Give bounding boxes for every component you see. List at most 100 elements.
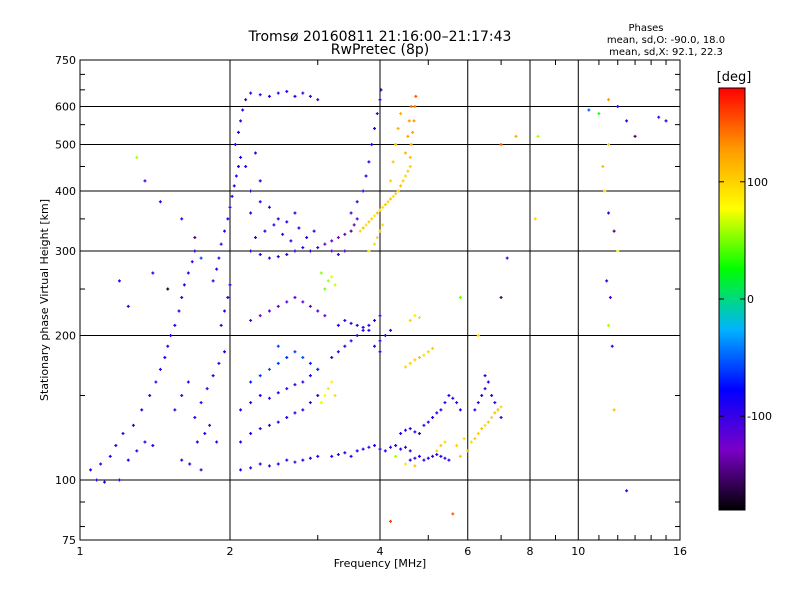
- data-point: [383, 334, 387, 338]
- data-point: [375, 112, 379, 116]
- data-point: [330, 249, 334, 253]
- data-point: [316, 367, 320, 371]
- data-point: [361, 325, 365, 329]
- data-point: [455, 401, 459, 405]
- y-tick-label: 400: [55, 185, 76, 198]
- data-point: [406, 169, 410, 173]
- data-point: [476, 432, 480, 436]
- data-point: [499, 405, 503, 409]
- data-point: [330, 355, 334, 359]
- data-point: [276, 304, 280, 308]
- data-point: [293, 211, 297, 215]
- data-point: [330, 380, 334, 384]
- data-point: [186, 380, 190, 384]
- data-point: [239, 440, 243, 444]
- grid-layer: [80, 60, 680, 540]
- data-point: [616, 105, 620, 109]
- data-point: [607, 323, 611, 327]
- data-point: [607, 98, 611, 102]
- data-point: [126, 458, 130, 462]
- data-point: [323, 242, 327, 246]
- data-point: [219, 323, 223, 327]
- data-point: [422, 353, 426, 357]
- data-point: [154, 380, 158, 384]
- data-point: [316, 309, 320, 313]
- data-point: [316, 246, 320, 250]
- data-point: [267, 94, 271, 98]
- data-point: [308, 401, 312, 405]
- data-point: [312, 229, 316, 233]
- data-point: [664, 119, 668, 123]
- data-point: [431, 415, 435, 419]
- data-point: [383, 449, 387, 453]
- data-point: [272, 223, 276, 227]
- data-point: [89, 468, 93, 472]
- data-point: [308, 361, 312, 365]
- data-point: [203, 432, 207, 436]
- data-point: [389, 519, 393, 523]
- data-point: [417, 355, 421, 359]
- data-point: [473, 408, 477, 412]
- data-point: [234, 174, 238, 178]
- data-point: [301, 300, 305, 304]
- data-point: [258, 374, 262, 378]
- data-point: [426, 350, 430, 354]
- data-point: [319, 271, 323, 275]
- data-point: [607, 211, 611, 215]
- data-point: [378, 314, 382, 318]
- data-point: [435, 453, 439, 457]
- data-point: [447, 394, 451, 398]
- data-point: [373, 318, 377, 322]
- data-point: [244, 98, 248, 102]
- data-point: [258, 314, 262, 318]
- data-point: [469, 440, 473, 444]
- data-point: [285, 300, 289, 304]
- data-point: [455, 444, 459, 448]
- data-point: [343, 249, 347, 253]
- data-point: [151, 444, 155, 448]
- data-point: [258, 200, 262, 204]
- data-point: [148, 394, 152, 398]
- data-point: [276, 391, 280, 395]
- y-tick-label: 500: [55, 139, 76, 152]
- data-point: [226, 217, 230, 221]
- data-point: [316, 454, 320, 458]
- data-point: [285, 220, 289, 224]
- data-point: [244, 164, 248, 168]
- data-point: [476, 334, 480, 338]
- data-point: [249, 189, 253, 193]
- data-point: [293, 296, 297, 300]
- data-point: [249, 91, 253, 95]
- data-point: [383, 202, 387, 206]
- data-point: [249, 466, 253, 470]
- data-point: [399, 184, 403, 188]
- data-point: [373, 126, 377, 130]
- data-point: [431, 454, 435, 458]
- data-point: [451, 396, 455, 400]
- chart-title-line2: RwPretec (8p): [331, 42, 429, 58]
- data-point: [413, 358, 417, 362]
- x-tick-label: 8: [527, 545, 534, 558]
- data-point: [417, 432, 421, 436]
- data-point: [316, 98, 320, 102]
- data-point: [267, 423, 271, 427]
- data-point: [151, 271, 155, 275]
- data-point: [211, 374, 215, 378]
- data-point: [276, 462, 280, 466]
- data-point: [361, 328, 365, 332]
- data-point: [378, 447, 382, 451]
- data-point: [180, 217, 184, 221]
- data-point: [239, 408, 243, 412]
- data-point: [169, 334, 173, 338]
- data-point: [486, 380, 490, 384]
- data-point: [408, 458, 412, 462]
- data-point: [391, 194, 395, 198]
- data-point: [199, 256, 203, 260]
- data-point: [217, 256, 221, 260]
- data-point: [473, 437, 477, 441]
- data-point: [399, 447, 403, 451]
- data-point: [199, 468, 203, 472]
- data-point: [121, 432, 125, 436]
- data-point: [409, 143, 413, 147]
- data-point: [367, 160, 371, 164]
